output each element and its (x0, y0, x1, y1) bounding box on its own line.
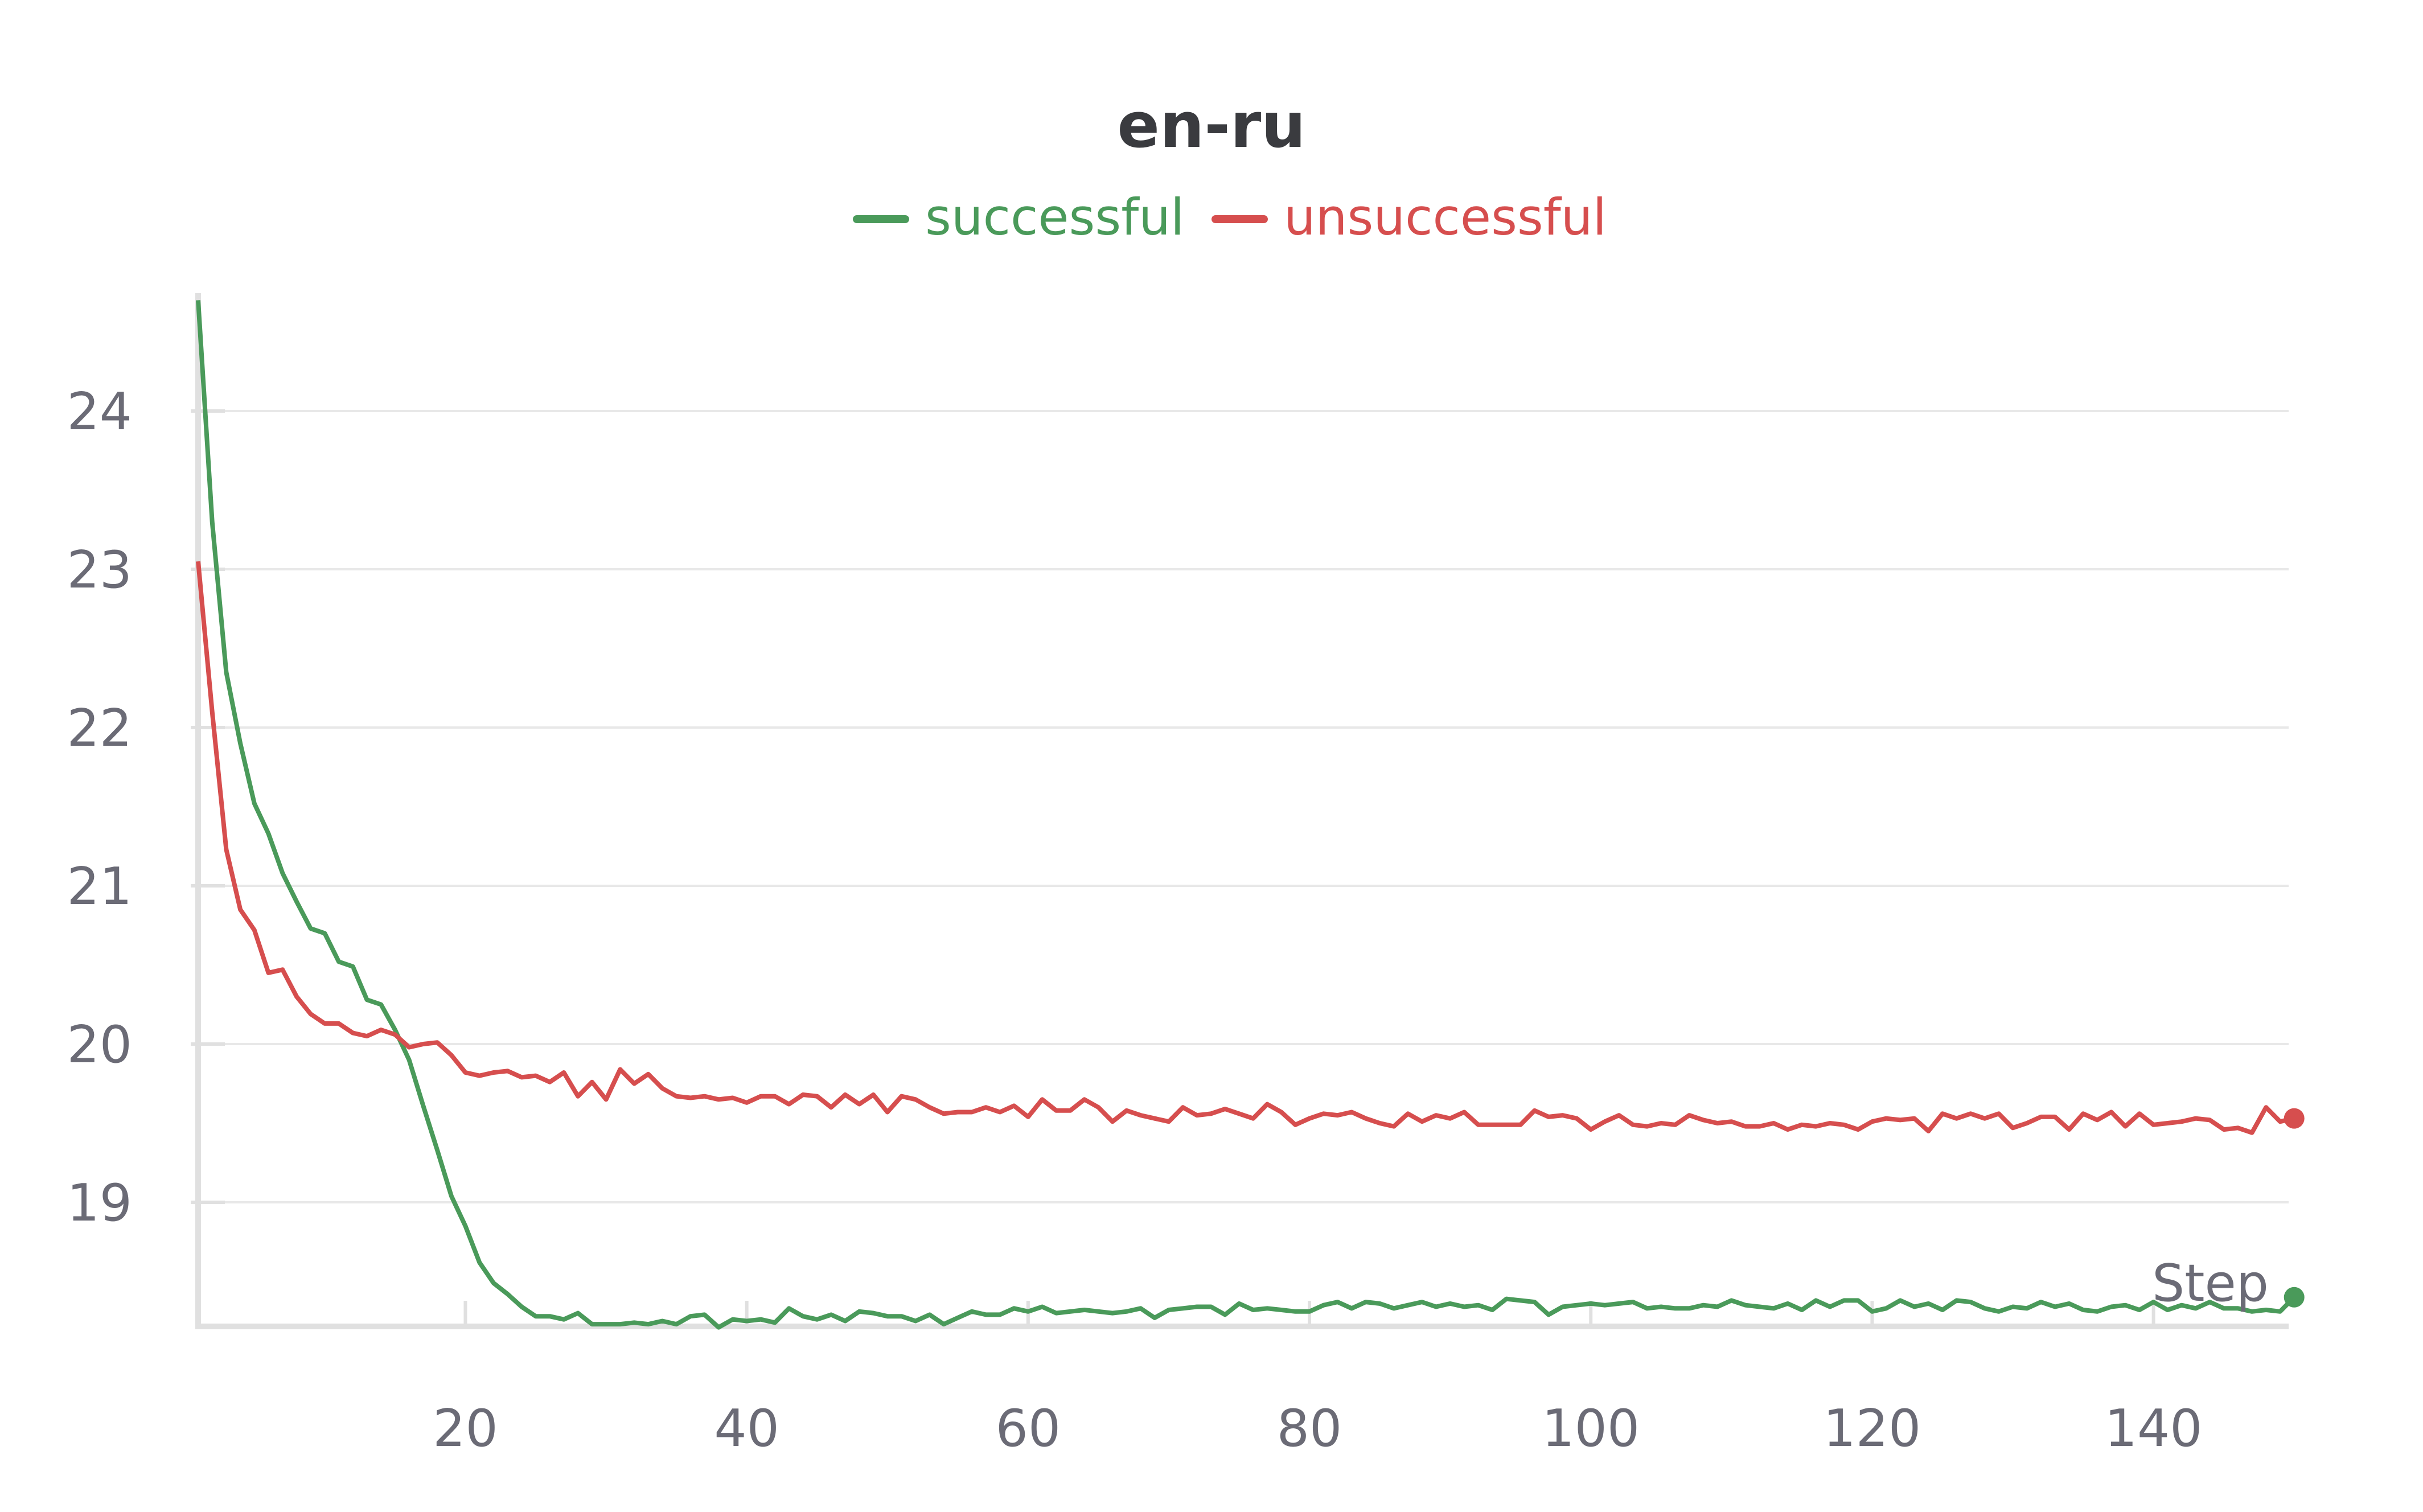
x-axis-label: Step (2152, 1254, 2269, 1313)
x-tick-label-20: 20 (433, 1399, 498, 1458)
series-end-point-successful[interactable] (2284, 1287, 2305, 1308)
series-end-point-unsuccessful[interactable] (2284, 1108, 2305, 1129)
legend: successful unsuccessful (853, 188, 1607, 246)
series-end-points (2284, 1108, 2305, 1308)
axes (195, 293, 2289, 1329)
series-line-unsuccessful[interactable] (196, 561, 2295, 1135)
x-tick-label-100: 100 (1542, 1399, 1640, 1458)
series-lines (196, 300, 2296, 1330)
x-tick-label-60: 60 (996, 1399, 1061, 1458)
legend-label-unsuccessful[interactable]: unsuccessful (1284, 188, 1607, 246)
y-tick-label-21: 21 (67, 857, 132, 917)
x-ticks: 20 40 60 80 100 120 140 (433, 1301, 2203, 1458)
y-tick-label-23: 23 (67, 540, 132, 600)
chart-title: en-ru (1117, 89, 1305, 162)
y-tick-label-24: 24 (67, 382, 132, 442)
grid (198, 410, 2289, 1203)
x-tick-label-80: 80 (1277, 1399, 1342, 1458)
series-line-successful[interactable] (196, 300, 2296, 1330)
x-tick-label-120: 120 (1824, 1399, 1921, 1458)
y-ticks: 19 20 21 22 23 24 (67, 382, 225, 1233)
y-tick-label-19: 19 (67, 1173, 132, 1233)
y-tick-label-22: 22 (67, 699, 132, 758)
y-tick-label-20: 20 (67, 1015, 132, 1075)
legend-label-successful[interactable]: successful (925, 188, 1184, 246)
x-tick-label-140: 140 (2105, 1399, 2203, 1458)
x-tick-label-40: 40 (714, 1399, 779, 1458)
